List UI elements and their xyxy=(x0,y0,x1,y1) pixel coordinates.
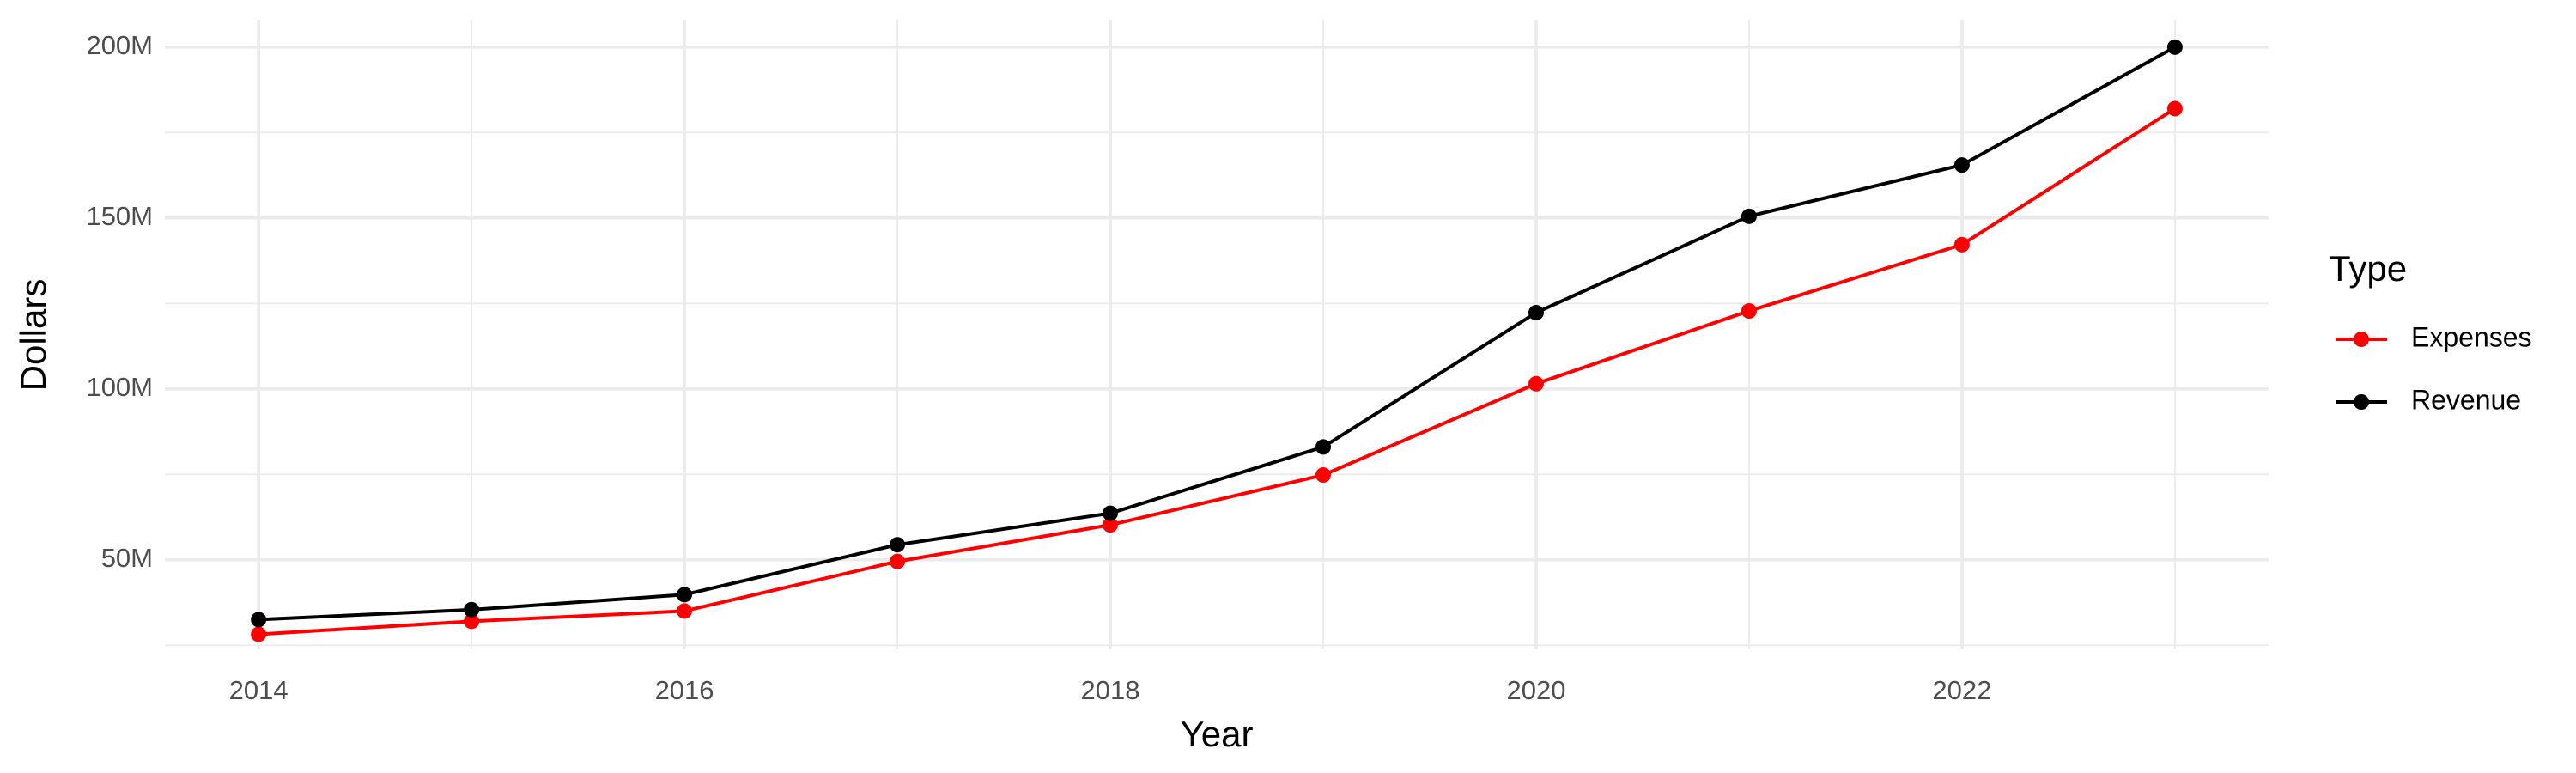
x-tick-label: 2022 xyxy=(1932,675,1991,705)
data-point xyxy=(677,603,693,619)
x-tick-label: 2018 xyxy=(1081,675,1140,705)
data-point xyxy=(251,626,267,642)
legend-key-point xyxy=(2354,332,2369,347)
y-tick-label: 50M xyxy=(101,543,153,573)
data-point xyxy=(890,537,906,553)
series-line xyxy=(258,107,2176,636)
data-point xyxy=(1741,208,1757,224)
x-tick-label: 2020 xyxy=(1506,675,1565,705)
data-point xyxy=(2166,100,2183,117)
data-point xyxy=(1315,467,1331,484)
series-line xyxy=(258,46,2176,622)
data-point xyxy=(251,612,267,628)
data-point xyxy=(1741,303,1757,320)
y-tick-label: 150M xyxy=(86,201,153,231)
data-point xyxy=(1528,375,1544,392)
data-point xyxy=(890,553,906,569)
legend-label: Revenue xyxy=(2411,384,2521,415)
data-point xyxy=(464,601,480,618)
x-axis-title: Year xyxy=(1181,714,1254,754)
data-point xyxy=(1953,157,1970,173)
data-point xyxy=(1953,236,1970,253)
data-point xyxy=(2166,39,2183,55)
legend-key-point xyxy=(2354,394,2369,410)
data-point xyxy=(677,587,693,603)
y-axis-title: Dollars xyxy=(13,279,53,392)
x-tick-label: 2016 xyxy=(655,675,714,705)
legend-label: Expenses xyxy=(2411,321,2532,352)
data-point xyxy=(1103,505,1119,521)
data-point xyxy=(1315,439,1331,455)
y-tick-label: 100M xyxy=(86,372,153,402)
y-tick-label: 200M xyxy=(86,30,153,60)
legend-title: Type xyxy=(2329,248,2407,289)
data-point xyxy=(464,613,480,630)
data-point xyxy=(1528,305,1544,321)
data-point xyxy=(1103,517,1119,533)
x-tick-label: 2014 xyxy=(229,675,289,705)
